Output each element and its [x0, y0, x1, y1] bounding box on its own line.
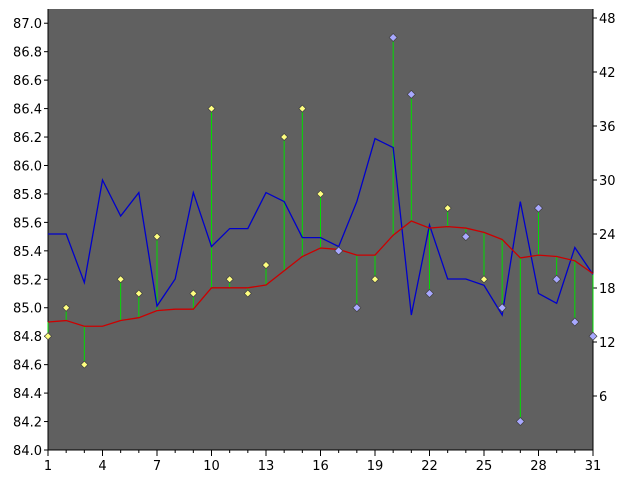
- x-tick-label: 4: [98, 459, 106, 474]
- blue-series-line: [48, 137, 594, 317]
- x-tick-label: 25: [476, 459, 493, 474]
- x-tick-label: 13: [258, 459, 275, 474]
- y-left-tick-label: 86.8: [13, 46, 42, 61]
- data-point: [280, 133, 289, 142]
- data-point: [406, 89, 416, 99]
- y-left-tick-label: 85.0: [13, 302, 42, 317]
- y-left-tick-label: 84.0: [13, 444, 42, 459]
- y-right-tick-label: 48: [599, 12, 616, 27]
- y-left-tick-label: 85.4: [13, 245, 42, 260]
- y-left-tick-label: 86.2: [13, 131, 42, 146]
- y-right-tick-label: 24: [599, 228, 616, 243]
- y-left-tick-label: 85.8: [13, 188, 42, 203]
- x-tick-label: 31: [585, 459, 602, 474]
- x-tick-label: 28: [530, 459, 547, 474]
- data-point: [388, 32, 398, 42]
- y-left-tick-label: 86.4: [13, 103, 42, 118]
- red-series-line: [47, 220, 594, 327]
- y-left-tick-label: 87.0: [13, 17, 42, 32]
- data-point: [44, 332, 52, 341]
- y-right-tick-label: 6: [599, 390, 607, 405]
- x-tick-label: 16: [312, 459, 329, 474]
- x-tick-label: 1: [44, 459, 52, 474]
- data-point: [334, 246, 344, 256]
- data-point: [225, 275, 234, 284]
- data-point: [189, 289, 198, 298]
- data-point: [153, 232, 161, 241]
- y-left-tick-label: 84.8: [13, 330, 42, 345]
- y-left-tick-label: 85.2: [13, 273, 42, 288]
- data-point: [207, 104, 216, 113]
- data-point: [62, 303, 71, 312]
- x-tick-label: 19: [367, 459, 384, 474]
- x-tick-label: 10: [203, 459, 220, 474]
- data-point: [352, 303, 362, 313]
- x-tick-label: 7: [153, 459, 161, 474]
- data-point: [570, 317, 580, 327]
- data-point: [298, 104, 307, 113]
- data-point: [480, 275, 488, 284]
- y-right-tick-label: 36: [599, 120, 616, 135]
- y-left-tick-label: 84.4: [13, 387, 42, 402]
- y-left-tick-label: 86.0: [13, 159, 42, 174]
- data-point: [134, 289, 143, 298]
- y-right-tick-label: 30: [599, 174, 616, 189]
- data-point: [425, 289, 434, 299]
- y-right-tick-label: 12: [599, 336, 616, 351]
- y-left-tick-label: 85.6: [13, 216, 42, 231]
- x-tick-label: 22: [421, 459, 438, 474]
- data-point: [497, 303, 507, 313]
- data-point: [534, 203, 543, 213]
- data-point: [371, 275, 379, 284]
- data-point: [243, 289, 252, 298]
- data-point: [262, 261, 270, 270]
- data-point: [552, 274, 562, 284]
- y-right-tick-label: 18: [599, 282, 616, 297]
- y-left-tick-label: 86.6: [13, 74, 42, 89]
- axes: 84.0 84.2 84.4 84.6 84.8 85.0 85.2 85.4 85.6 85.8…: [13, 9, 616, 474]
- data-point: [116, 275, 125, 284]
- data-point: [515, 417, 525, 427]
- data-point: [461, 232, 471, 242]
- markers: [44, 32, 598, 427]
- series-lines: [47, 137, 594, 327]
- data-point: [588, 331, 598, 341]
- y-left-tick-label: 84.6: [13, 359, 42, 374]
- data-point: [443, 204, 452, 213]
- data-point: [80, 360, 89, 369]
- data-point: [316, 189, 325, 198]
- y-right-tick-label: 42: [599, 66, 616, 81]
- y-left-tick-label: 84.2: [13, 416, 42, 431]
